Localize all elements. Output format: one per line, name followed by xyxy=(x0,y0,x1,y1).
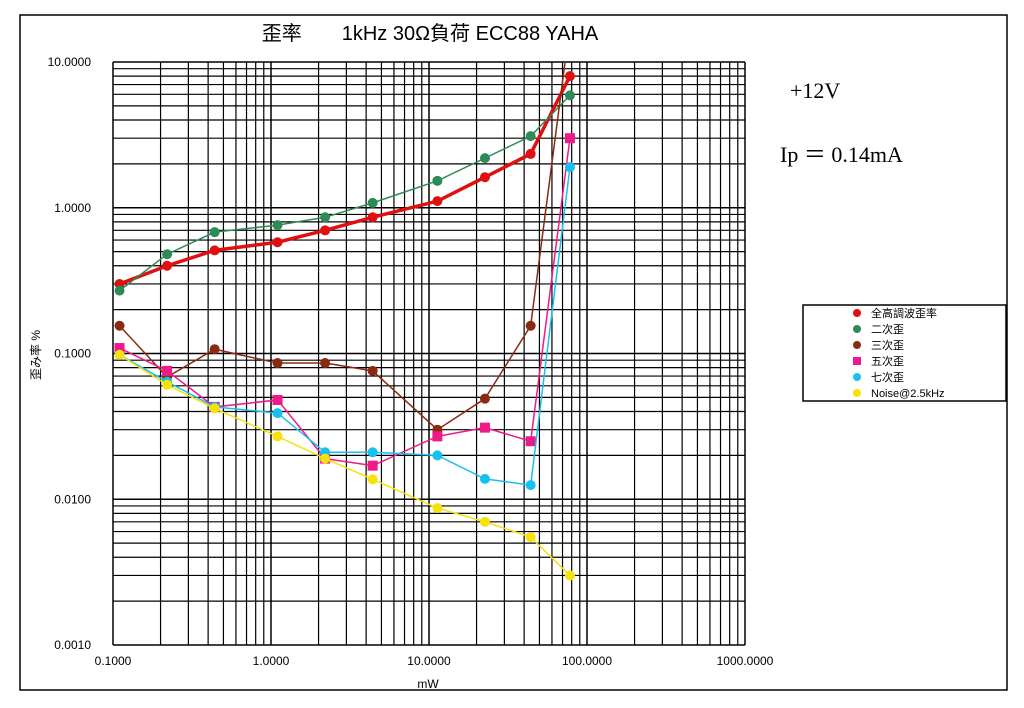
data-point xyxy=(162,379,173,390)
data-point xyxy=(162,260,173,271)
data-point xyxy=(432,431,443,442)
data-point xyxy=(209,245,220,256)
data-point xyxy=(320,453,331,464)
data-point xyxy=(525,436,536,447)
y-tick-label: 0.0010 xyxy=(54,638,91,652)
data-point xyxy=(367,460,378,471)
series-line xyxy=(118,62,566,431)
data-point xyxy=(479,393,490,404)
x-tick-label: 1000.0000 xyxy=(717,654,774,668)
data-point xyxy=(564,71,575,82)
legend-label: 二次歪 xyxy=(871,322,904,336)
y-axis-label: 歪み率 % xyxy=(28,330,43,380)
annotation-voltage: +12V xyxy=(790,78,840,103)
legend-label: 七次歪 xyxy=(871,370,904,384)
data-point xyxy=(209,344,220,355)
data-point xyxy=(564,90,575,101)
series-三次歪 xyxy=(114,62,566,435)
series-line xyxy=(118,75,572,286)
data-point xyxy=(479,172,490,183)
y-tick-label: 0.0100 xyxy=(54,492,91,506)
data-point xyxy=(162,249,173,260)
legend-marker xyxy=(853,373,861,381)
legend-marker xyxy=(853,309,861,317)
y-tick-label: 10.0000 xyxy=(48,55,92,69)
grid xyxy=(112,61,746,646)
data-point xyxy=(525,131,536,142)
series-line xyxy=(119,138,571,467)
data-point xyxy=(367,197,378,208)
data-point xyxy=(114,343,125,354)
legend-marker xyxy=(853,389,861,397)
data-point xyxy=(479,153,490,164)
data-point xyxy=(272,394,283,405)
series-line xyxy=(119,94,571,292)
data-point xyxy=(272,237,283,248)
data-point xyxy=(432,196,443,207)
data-point xyxy=(272,431,283,442)
data-point xyxy=(525,532,536,543)
data-point xyxy=(525,320,536,331)
data-point xyxy=(367,365,378,376)
legend-label: Noise@2.5kHz xyxy=(871,388,945,400)
data-point xyxy=(479,516,490,527)
data-point xyxy=(367,212,378,223)
data-point xyxy=(564,162,575,173)
x-tick-label: 0.1000 xyxy=(95,654,132,668)
data-point xyxy=(432,450,443,461)
legend-marker xyxy=(853,357,861,365)
chart-title: 歪率 1kHz 30Ω負荷 ECC88 YAHA xyxy=(262,22,599,45)
data-point xyxy=(564,570,575,581)
x-tick-label: 10.0000 xyxy=(407,654,451,668)
data-point xyxy=(320,358,331,369)
series-line xyxy=(119,354,571,576)
data-point xyxy=(320,212,331,223)
annotation-plate-current: Ip ＝ 0.14mA xyxy=(780,142,903,167)
series-全高調波歪率 xyxy=(114,71,575,289)
x-tick-label: 1.0000 xyxy=(253,654,290,668)
data-point xyxy=(272,220,283,231)
legend-marker xyxy=(853,341,861,349)
data-point xyxy=(209,227,220,238)
data-point xyxy=(209,403,220,414)
tick-labels: 0.1000 1.0000 10.0000 100.0000 1000.0000 0.00… xyxy=(48,55,774,668)
data-point xyxy=(272,408,283,419)
data-point xyxy=(272,358,283,369)
data-point xyxy=(432,175,443,186)
data-point xyxy=(564,133,575,144)
y-tick-label: 1.0000 xyxy=(54,201,91,215)
data-point xyxy=(162,365,173,376)
data-point xyxy=(114,320,125,331)
x-tick-label: 100.0000 xyxy=(562,654,612,668)
legend-marker xyxy=(853,325,861,333)
data-point xyxy=(525,480,536,491)
legend-label: 五次歪 xyxy=(871,354,904,368)
y-tick-label: 0.1000 xyxy=(54,347,91,361)
series-Noise@2.5kHz xyxy=(114,349,575,581)
legend-label: 全高調波歪率 xyxy=(871,306,937,320)
data-point xyxy=(114,349,125,360)
series-line xyxy=(119,167,571,486)
series-group xyxy=(114,62,575,581)
legend-label: 三次歪 xyxy=(871,338,904,352)
data-point xyxy=(367,474,378,485)
x-axis-label: mW xyxy=(417,677,439,691)
data-point xyxy=(479,473,490,484)
data-point xyxy=(114,285,125,296)
data-point xyxy=(320,225,331,236)
series-二次歪 xyxy=(114,90,575,296)
data-point xyxy=(479,422,490,433)
data-point xyxy=(525,148,536,159)
data-point xyxy=(367,447,378,458)
data-point xyxy=(432,503,443,514)
